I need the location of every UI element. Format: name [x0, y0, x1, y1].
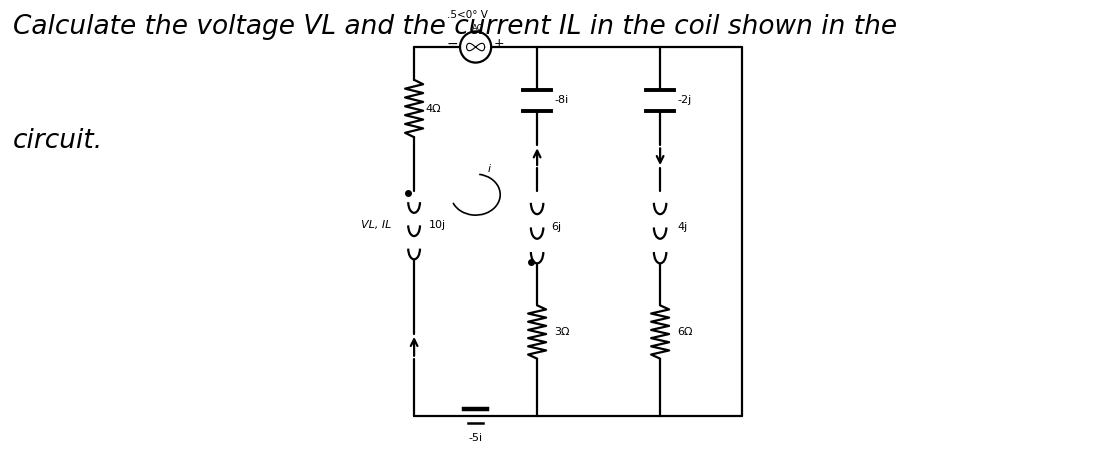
Text: −: − — [446, 37, 458, 51]
Text: -2j: -2j — [678, 95, 692, 105]
Text: i: i — [488, 164, 491, 174]
Text: -8i: -8i — [554, 95, 569, 105]
Text: Calculate the voltage VL and the current IL in the coil shown in the: Calculate the voltage VL and the current… — [13, 14, 897, 40]
Text: 4Ω: 4Ω — [425, 104, 441, 114]
Text: circuit.: circuit. — [13, 128, 104, 154]
Text: VL, IL: VL, IL — [360, 220, 391, 230]
Text: 6Ω: 6Ω — [678, 327, 693, 337]
Text: AC: AC — [472, 24, 484, 33]
Text: -5i: -5i — [468, 433, 483, 443]
Text: +: + — [494, 37, 504, 50]
Text: 3Ω: 3Ω — [554, 327, 570, 337]
Text: 6j: 6j — [551, 223, 562, 232]
Text: 10j: 10j — [429, 220, 445, 230]
Text: .5<0° V: .5<0° V — [447, 11, 488, 20]
Text: 4j: 4j — [678, 223, 688, 232]
